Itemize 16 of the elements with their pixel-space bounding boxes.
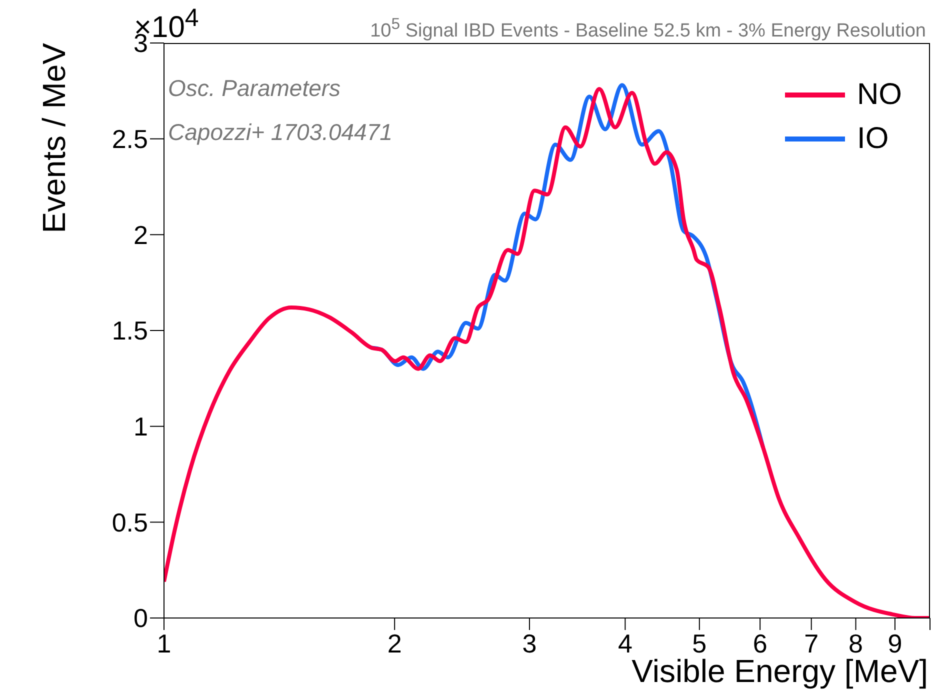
- legend-label: IO: [857, 122, 889, 156]
- x-tick-label: 1: [156, 628, 172, 658]
- legend-label: NO: [857, 78, 902, 112]
- x-tick-label: 2: [387, 628, 402, 658]
- y-tick-label: 2: [134, 220, 148, 250]
- x-tick-label: 4: [618, 628, 632, 658]
- y-tick-label: 2.5: [112, 124, 148, 154]
- annotation: Capozzi+ 1703.04471: [168, 119, 392, 146]
- x-tick-label: 3: [522, 628, 537, 658]
- y-tick-label: 1.5: [112, 316, 148, 346]
- y-tick-label: 0: [134, 603, 148, 634]
- annotation: Osc. Parameters: [168, 75, 341, 102]
- chart-title: 10$^{5}$ Signal IBD Events - Baseline 52.5 km - 3% Energy Resolution: [370, 16, 926, 42]
- y-tick-label: 0.5: [112, 507, 148, 538]
- y-tick-label: 1: [134, 412, 148, 442]
- y-axis-title: Events / MeV: [36, 43, 73, 234]
